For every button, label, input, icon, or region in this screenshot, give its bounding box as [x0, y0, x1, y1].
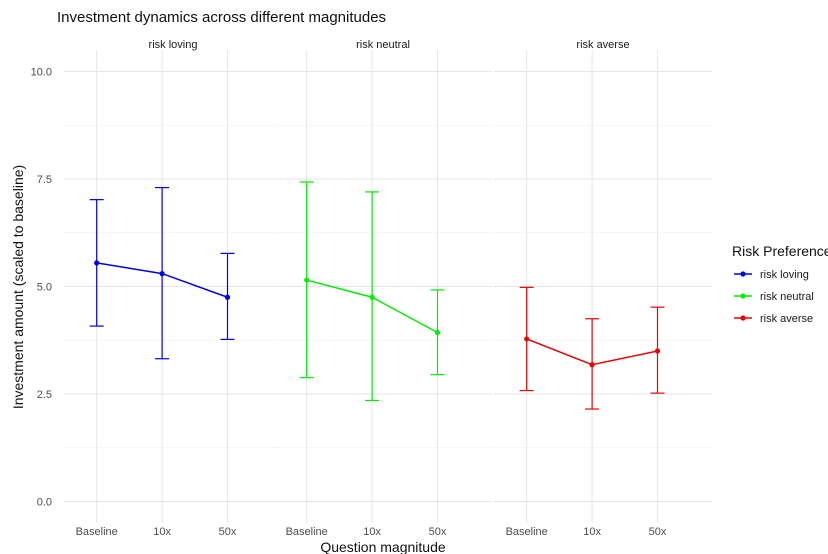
- data-point: [589, 362, 595, 368]
- y-tick-label: 2.5: [37, 389, 52, 401]
- chart-title: Investment dynamics across different mag…: [57, 9, 386, 26]
- data-point: [304, 277, 310, 283]
- x-tick-label: 10x: [583, 526, 601, 538]
- y-tick-label: 0.0: [37, 497, 52, 509]
- facet-strip-label: risk neutral: [356, 39, 410, 51]
- y-tick-label: 7.5: [37, 174, 52, 186]
- legend-item-risk-neutral: risk neutral: [734, 291, 814, 303]
- legend-key-point: [740, 271, 746, 277]
- legend-key-point: [740, 293, 746, 299]
- facet-strip-label: risk loving: [149, 39, 198, 51]
- x-tick-label: 50x: [649, 526, 667, 538]
- facet-strip-label: risk averse: [576, 39, 629, 51]
- legend-label: risk neutral: [760, 291, 814, 303]
- x-tick-label: 50x: [429, 526, 447, 538]
- data-point: [224, 294, 231, 300]
- x-tick-label: Baseline: [286, 526, 328, 538]
- facet-panel-risk-loving: risk loving Baseline 10x 50x: [64, 39, 282, 538]
- facet-panel-risk-averse: risk averse Baseline 10x 50x: [494, 39, 712, 538]
- legend: Risk Preference risk loving risk neutral r…: [732, 243, 828, 325]
- data-point: [434, 329, 441, 336]
- legend-label: risk averse: [760, 313, 813, 325]
- x-tick-label: 50x: [219, 526, 237, 538]
- x-tick-label: 10x: [363, 526, 381, 538]
- data-point: [524, 336, 530, 342]
- x-tick-label: Baseline: [76, 526, 118, 538]
- y-tick-label: 5.0: [37, 282, 52, 294]
- legend-label: risk loving: [760, 269, 809, 281]
- legend-key-point: [740, 315, 746, 321]
- legend-title: Risk Preference: [732, 243, 828, 259]
- x-tick-label: Baseline: [506, 526, 548, 538]
- data-point: [654, 348, 661, 354]
- x-tick-label: 10x: [153, 526, 171, 538]
- y-axis-label: Investment amount (scaled to baseline): [10, 165, 26, 409]
- facet-panel-risk-neutral: risk neutral Baseline 10x 50x: [274, 39, 492, 538]
- legend-item-risk-averse: risk averse: [734, 313, 813, 325]
- data-point: [159, 271, 165, 277]
- data-point: [369, 294, 375, 300]
- y-tick-label: 10.0: [31, 67, 52, 79]
- legend-item-risk-loving: risk loving: [734, 269, 809, 281]
- x-axis-label: Question magnitude: [320, 539, 446, 554]
- data-point: [94, 260, 100, 266]
